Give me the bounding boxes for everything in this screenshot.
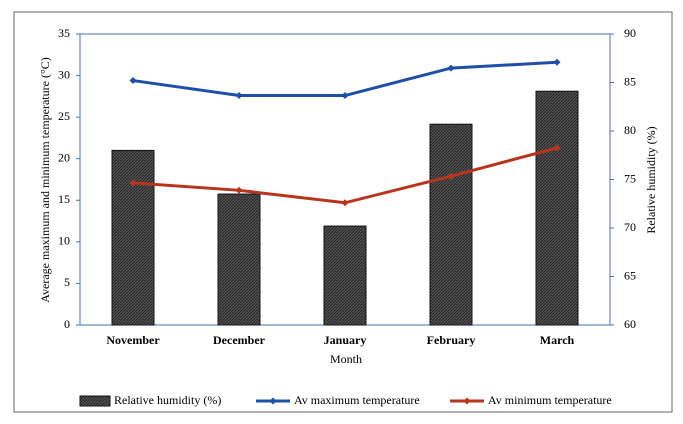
bar — [535, 90, 579, 326]
y2-axis-title: Relative humidity (%) — [644, 126, 658, 233]
legend-label: Av minimum temperature — [488, 393, 612, 407]
x-axis-title: Month — [330, 352, 362, 366]
marker — [553, 144, 561, 152]
legend-marker — [269, 397, 277, 405]
bar — [323, 225, 367, 326]
y-tick-label: 20 — [58, 150, 70, 164]
y-tick-label: 10 — [58, 234, 70, 248]
marker — [447, 172, 455, 180]
x-tick-label: March — [540, 333, 575, 347]
y-tick-label: 25 — [58, 109, 70, 123]
legend-marker — [463, 397, 471, 405]
x-tick-label: December — [213, 333, 266, 347]
y2-tick-label: 75 — [624, 171, 636, 185]
x-tick-label: January — [324, 333, 367, 347]
marker — [129, 77, 137, 85]
marker — [235, 186, 243, 194]
y-tick-label: 15 — [58, 192, 70, 206]
legend-label: Av maximum temperature — [294, 393, 420, 407]
x-tick-label: February — [427, 333, 476, 347]
line — [132, 146, 558, 205]
marker — [341, 199, 349, 207]
y-tick-label: 5 — [64, 275, 70, 289]
y2-tick-label: 65 — [624, 268, 636, 282]
y2-tick-label: 70 — [624, 220, 636, 234]
y-tick-label: 30 — [58, 67, 70, 81]
x-tick-label: November — [106, 333, 160, 347]
marker — [235, 92, 243, 100]
y-tick-label: 35 — [58, 26, 70, 40]
marker — [553, 58, 561, 66]
y-axis-title: Average maximum and minimum temperature … — [38, 57, 52, 303]
bar — [217, 193, 261, 326]
marker — [447, 64, 455, 72]
y2-tick-label: 90 — [624, 26, 636, 40]
bar — [429, 123, 473, 326]
marker — [341, 92, 349, 100]
legend-label: Relative humidity (%) — [114, 393, 221, 407]
y2-tick-label: 85 — [624, 74, 636, 88]
y2-tick-label: 80 — [624, 123, 636, 137]
line — [132, 60, 558, 98]
y2-tick-label: 60 — [624, 317, 636, 331]
frame — [13, 11, 673, 413]
bar — [111, 149, 155, 326]
legend-swatch — [79, 395, 111, 407]
y-tick-label: 0 — [64, 317, 70, 331]
marker — [129, 179, 137, 187]
